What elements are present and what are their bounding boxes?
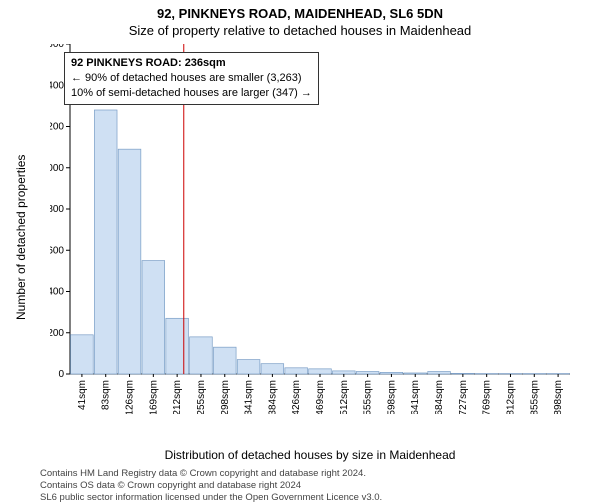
svg-text:341sqm: 341sqm xyxy=(244,380,255,414)
attribution-line1: Contains HM Land Registry data © Crown c… xyxy=(40,468,382,480)
svg-text:41sqm: 41sqm xyxy=(77,380,88,410)
svg-text:212sqm: 212sqm xyxy=(172,380,183,414)
svg-text:298sqm: 298sqm xyxy=(220,380,231,414)
svg-text:800: 800 xyxy=(50,204,64,215)
svg-text:769sqm: 769sqm xyxy=(482,380,493,414)
svg-text:83sqm: 83sqm xyxy=(101,380,112,410)
attribution-line2: Contains OS data © Crown copyright and d… xyxy=(40,480,382,492)
attribution: Contains HM Land Registry data © Crown c… xyxy=(40,468,382,504)
svg-text:469sqm: 469sqm xyxy=(315,380,326,414)
attribution-line3: SL6 public sector information licensed u… xyxy=(40,492,382,504)
info-box-larger: 10% of semi-detached houses are larger (… xyxy=(71,86,312,101)
svg-text:812sqm: 812sqm xyxy=(505,380,516,414)
svg-text:200: 200 xyxy=(50,328,64,339)
svg-text:169sqm: 169sqm xyxy=(148,380,159,414)
svg-text:855sqm: 855sqm xyxy=(529,380,540,414)
svg-text:1000: 1000 xyxy=(50,163,64,174)
svg-text:1600: 1600 xyxy=(50,44,64,50)
info-box-smaller: ← 90% of detached houses are smaller (3,… xyxy=(71,71,312,86)
svg-text:400: 400 xyxy=(50,287,64,298)
x-axis-label: Distribution of detached houses by size … xyxy=(50,448,570,462)
svg-text:727sqm: 727sqm xyxy=(458,380,469,414)
svg-text:684sqm: 684sqm xyxy=(434,380,445,414)
svg-text:426sqm: 426sqm xyxy=(291,380,302,414)
svg-text:1400: 1400 xyxy=(50,80,64,91)
svg-text:512sqm: 512sqm xyxy=(339,380,350,414)
title-main: 92, PINKNEYS ROAD, MAIDENHEAD, SL6 5DN xyxy=(0,0,600,21)
title-sub: Size of property relative to detached ho… xyxy=(0,21,600,38)
svg-text:641sqm: 641sqm xyxy=(410,380,421,414)
svg-text:598sqm: 598sqm xyxy=(386,380,397,414)
svg-text:126sqm: 126sqm xyxy=(125,380,136,414)
chart-container: 92, PINKNEYS ROAD, MAIDENHEAD, SL6 5DN S… xyxy=(0,0,600,500)
info-box: 92 PINKNEYS ROAD: 236sqm ← 90% of detach… xyxy=(64,52,319,105)
svg-text:1200: 1200 xyxy=(50,122,64,133)
svg-text:0: 0 xyxy=(58,369,64,380)
svg-text:600: 600 xyxy=(50,245,64,256)
svg-text:898sqm: 898sqm xyxy=(553,380,564,414)
svg-text:384sqm: 384sqm xyxy=(267,380,278,414)
y-axis-label: Number of detached properties xyxy=(14,155,28,320)
info-box-title: 92 PINKNEYS ROAD: 236sqm xyxy=(71,56,312,71)
svg-text:555sqm: 555sqm xyxy=(363,380,374,414)
svg-text:255sqm: 255sqm xyxy=(196,380,207,414)
